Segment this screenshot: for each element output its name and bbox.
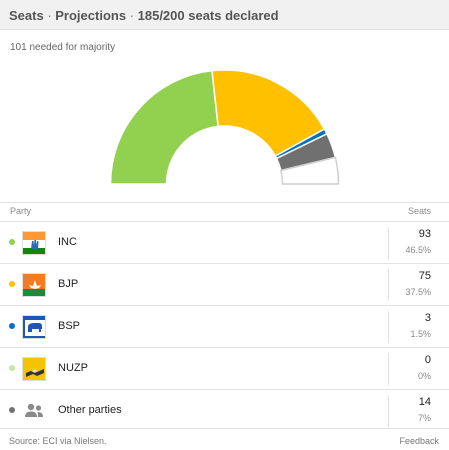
projections-label: Projections (55, 8, 127, 23)
party-color-dot (9, 407, 15, 413)
party-color-dot (9, 365, 15, 371)
column-divider (388, 227, 389, 259)
nuzp-symbol-icon (22, 357, 46, 381)
party-row-other[interactable]: Other parties 14 7% (0, 389, 449, 431)
seat-segment-bjp[interactable] (211, 69, 326, 158)
party-seats: 93 (418, 228, 431, 240)
feedback-link[interactable]: Feedback (399, 436, 439, 446)
party-percent: 46.5% (405, 245, 431, 255)
party-seats: 0 (424, 354, 431, 366)
seats-column-header: Seats (407, 206, 431, 216)
party-color-dot (9, 239, 15, 245)
party-percent: 0% (417, 371, 431, 381)
seat-segment-undeclared[interactable] (279, 156, 340, 185)
header-separator: · (43, 8, 56, 23)
results-footer: Source: ECI via Nielsen. Feedback (0, 428, 449, 450)
party-percent: 1.5% (410, 329, 431, 339)
inc-flag-icon (22, 231, 46, 255)
party-seats: 75 (418, 270, 431, 282)
header-separator: · (126, 8, 138, 23)
lotus-flag-icon (22, 273, 46, 297)
party-color-dot (9, 323, 15, 329)
party-row-inc[interactable]: INC 93 46.5% (0, 221, 449, 263)
party-table: INC 93 46.5% BJP 75 37.5% (0, 221, 449, 431)
party-seats: 3 (424, 312, 431, 324)
party-name: Other parties (58, 404, 122, 416)
party-name: BSP (58, 320, 81, 332)
seat-chart (109, 69, 340, 185)
party-name: INC (58, 236, 77, 248)
party-row-bjp[interactable]: BJP 75 37.5% (0, 263, 449, 305)
column-divider (388, 311, 389, 343)
party-name: BJP (58, 278, 79, 290)
people-group-icon (22, 399, 46, 423)
section-divider (0, 202, 449, 203)
seat-segment-inc[interactable] (109, 69, 219, 185)
party-seats: 14 (418, 396, 431, 408)
party-percent: 37.5% (405, 287, 431, 297)
column-divider (388, 269, 389, 301)
results-header: Seats · Projections · 185/200 seats decl… (0, 0, 449, 30)
majority-note: 101 needed for majority (10, 42, 116, 53)
party-percent: 7% (417, 413, 431, 423)
source-note: Source: ECI via Nielsen. (9, 436, 107, 446)
declared-label: 185/200 seats declared (137, 8, 279, 23)
elephant-icon (22, 315, 46, 339)
party-column-header: Party (10, 206, 32, 216)
party-name: NUZP (58, 362, 88, 374)
party-row-nuzp[interactable]: NUZP 0 0% (0, 347, 449, 389)
party-row-bsp[interactable]: BSP 3 1.5% (0, 305, 449, 347)
column-divider (388, 353, 389, 385)
column-divider (388, 395, 389, 427)
seats-label: Seats (9, 8, 44, 23)
party-color-dot (9, 281, 15, 287)
table-header: Party Seats (0, 203, 449, 221)
